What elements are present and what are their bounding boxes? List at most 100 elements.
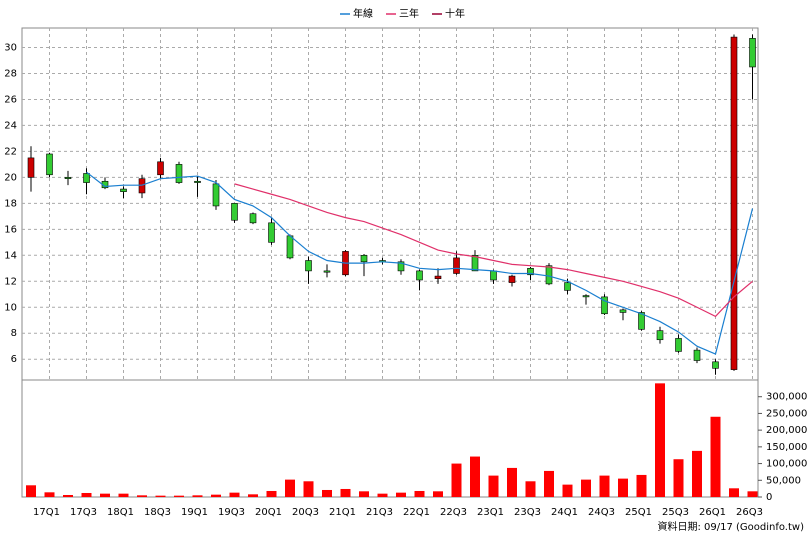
candle-body: [194, 180, 201, 183]
candle-body: [730, 36, 738, 370]
candle-body: [64, 177, 72, 179]
y2-tick-label: 50,000: [766, 475, 801, 486]
volume-bar: [488, 475, 499, 497]
volume-bar: [211, 494, 221, 497]
candle-body: [656, 330, 664, 341]
x-tick-label: 22Q3: [440, 507, 467, 518]
volume-bar: [192, 495, 203, 497]
volume-bar: [63, 494, 73, 497]
candle-body: [120, 188, 127, 192]
candle-body: [83, 173, 90, 183]
y-tick-label: 8: [11, 328, 17, 339]
volume-bar: [359, 491, 369, 497]
x-tick-label: 21Q3: [366, 507, 393, 518]
candle-body: [286, 235, 294, 259]
candle-body: [619, 309, 627, 313]
volume-bar: [525, 481, 536, 497]
candle-body: [138, 178, 146, 194]
volume-bar: [44, 492, 55, 497]
candle-body: [582, 295, 590, 298]
legend: 年線 三年 十年: [340, 7, 465, 20]
y-tick-label: 14: [4, 250, 17, 261]
volume-bar: [451, 463, 462, 497]
x-tick-label: 26Q1: [699, 507, 726, 518]
x-tick-label: 18Q3: [144, 507, 171, 518]
volume-bar: [26, 485, 36, 497]
volume-bar: [562, 484, 573, 497]
y-tick-label: 28: [4, 68, 17, 79]
x-tick-label: 24Q1: [551, 507, 578, 518]
volume-bar: [710, 416, 721, 497]
candle-body: [545, 265, 553, 285]
y-tick-label: 24: [4, 120, 17, 131]
candle-body: [693, 349, 701, 361]
candle-body: [360, 255, 368, 263]
candle-body: [490, 270, 497, 281]
candle-body: [434, 275, 442, 279]
candle-body: [397, 261, 405, 272]
legend-label: 年線: [353, 7, 373, 20]
volume-bar: [433, 491, 443, 497]
volume-bar: [377, 493, 388, 497]
x-tick-label: 21Q1: [329, 507, 356, 518]
x-tick-label: 24Q3: [588, 507, 615, 518]
candle-body: [175, 164, 183, 183]
candle-body: [471, 255, 479, 272]
volume-bar: [747, 491, 758, 497]
x-tick-label: 22Q1: [403, 507, 430, 518]
x-tick-label: 18Q1: [107, 507, 134, 518]
volume-bar: [285, 479, 295, 497]
candle-body: [46, 153, 53, 176]
candle-body: [27, 157, 35, 178]
volume-bar: [229, 492, 240, 497]
candle-body: [453, 257, 460, 274]
volume-bar: [636, 474, 647, 497]
y2-tick-label: 250,000: [766, 408, 807, 419]
y-tick-label: 30: [4, 42, 17, 53]
y-tick-label: 22: [4, 146, 17, 157]
volume-bar: [322, 489, 332, 497]
y-tick-label: 16: [4, 224, 17, 235]
x-tick-label: 23Q1: [477, 507, 504, 518]
x-tick-label: 20Q1: [255, 507, 282, 518]
x-tick-label: 20Q3: [292, 507, 319, 518]
volume-bar: [414, 490, 425, 497]
volume-bar: [470, 456, 480, 497]
y2-tick-label: 100,000: [766, 459, 807, 470]
candle-body: [712, 361, 719, 369]
candle-body: [416, 270, 423, 281]
volume-bar: [118, 493, 129, 497]
legend-label: 十年: [445, 7, 465, 20]
ma-line: [86, 171, 754, 355]
y-tick-label: 12: [4, 276, 17, 287]
volume-bar: [100, 493, 110, 497]
volume-bar: [544, 470, 554, 497]
x-tick-label: 25Q3: [662, 507, 689, 518]
candle-body: [638, 312, 645, 330]
candle-body: [249, 213, 257, 224]
y2-tick-label: 150,000: [766, 442, 807, 453]
candle-body: [564, 282, 571, 291]
candle-body: [323, 270, 331, 273]
y2-tick-label: 200,000: [766, 425, 807, 436]
volume-bar: [303, 481, 314, 497]
candle-body: [268, 222, 275, 243]
x-tick-label: 25Q1: [625, 507, 652, 518]
y-tick-label: 26: [4, 94, 17, 105]
volume-bar: [155, 495, 166, 497]
y-tick-label: 18: [4, 198, 17, 209]
legend-label: 三年: [399, 7, 419, 20]
candle-body: [231, 203, 238, 221]
candle-body: [212, 183, 220, 207]
candle-body: [157, 161, 164, 176]
plot-frame: [21, 27, 759, 498]
volume-bar: [581, 479, 591, 497]
volume-bar: [340, 488, 351, 497]
volume-bar: [81, 492, 92, 497]
y2-tick-label: 0: [766, 492, 772, 503]
candle-body: [527, 267, 534, 276]
x-tick-label: 23Q3: [514, 507, 541, 518]
y-tick-label: 20: [4, 172, 17, 183]
volume-bar: [248, 494, 258, 497]
